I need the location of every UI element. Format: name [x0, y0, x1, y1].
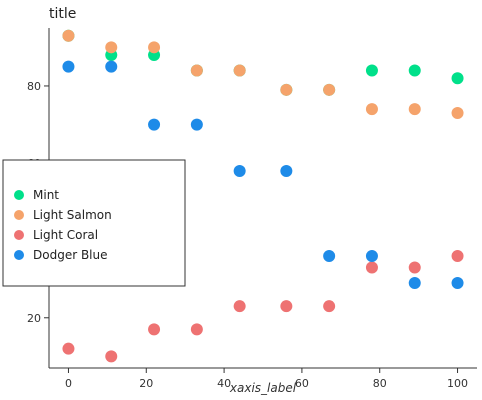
x-tick-label: 20	[139, 377, 153, 390]
point-light-coral	[365, 261, 378, 274]
point-light-salmon	[62, 29, 75, 42]
y-tick-label: 20	[27, 312, 41, 325]
point-dodger-blue	[408, 277, 421, 289]
point-light-coral	[280, 300, 293, 313]
legend-label-dodger-blue: Dodger Blue	[33, 248, 108, 262]
legend: Mint Light Salmon Light Coral Dodger Blue	[2, 159, 186, 287]
point-mint	[451, 72, 464, 85]
point-mint	[408, 64, 421, 77]
point-mint	[365, 64, 378, 77]
legend-marker-light-coral	[14, 230, 24, 240]
point-dodger-blue	[62, 60, 75, 73]
point-light-salmon	[408, 103, 421, 116]
x-tick-label: 100	[447, 377, 468, 390]
legend-marker-mint	[14, 190, 24, 200]
series-mint	[62, 29, 464, 96]
legend-label-light-coral: Light Coral	[33, 228, 98, 242]
series-light-coral	[62, 249, 464, 363]
point-dodger-blue	[190, 118, 203, 131]
point-light-coral	[233, 300, 246, 313]
point-light-salmon	[233, 64, 246, 77]
point-light-coral	[105, 350, 118, 363]
legend-marker-dodger-blue	[14, 250, 24, 260]
x-tick-label: 80	[373, 377, 387, 390]
x-axis-ticks: 0 20 40 60 80 100	[65, 368, 468, 390]
legend-label-light-salmon: Light Salmon	[33, 208, 112, 222]
point-dodger-blue	[148, 118, 161, 131]
point-light-salmon	[190, 64, 203, 77]
point-dodger-blue	[323, 249, 336, 262]
data-points	[62, 29, 464, 363]
chart-title: title	[49, 6, 76, 22]
point-dodger-blue	[105, 60, 118, 73]
point-light-salmon	[105, 41, 118, 54]
x-axis-title: xaxis_label	[229, 381, 297, 395]
point-light-coral	[323, 300, 336, 313]
point-light-coral	[190, 323, 203, 336]
point-light-salmon	[280, 83, 293, 96]
point-dodger-blue	[280, 164, 293, 177]
legend-marker-light-salmon	[14, 210, 24, 220]
point-light-coral	[148, 323, 161, 336]
y-tick-label: 80	[27, 80, 41, 93]
point-light-salmon	[451, 107, 464, 119]
point-light-coral	[408, 261, 421, 274]
series-dodger-blue	[62, 60, 464, 289]
point-light-coral	[451, 249, 464, 262]
x-tick-label: 60	[295, 377, 309, 390]
point-light-coral	[62, 342, 75, 355]
legend-label-mint: Mint	[33, 188, 59, 202]
x-tick-label: 40	[217, 377, 231, 390]
point-dodger-blue	[233, 164, 246, 177]
point-dodger-blue	[365, 249, 378, 262]
series-light-salmon	[62, 29, 464, 119]
point-light-salmon	[365, 103, 378, 116]
point-dodger-blue	[451, 277, 464, 289]
legend-box	[2, 159, 186, 287]
x-tick-label: 0	[65, 377, 72, 390]
point-light-salmon	[148, 41, 161, 54]
point-light-salmon	[323, 83, 336, 96]
